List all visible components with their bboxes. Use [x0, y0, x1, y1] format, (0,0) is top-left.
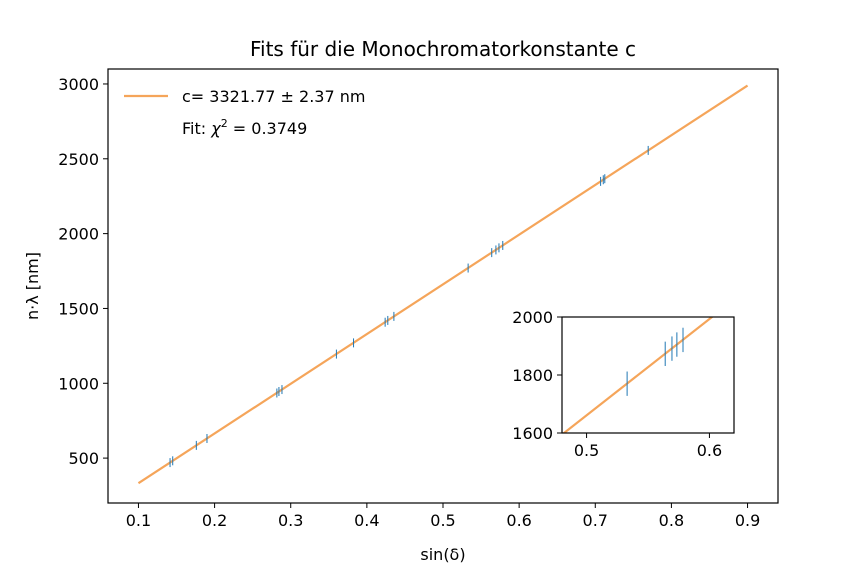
fit-line-group	[137, 84, 749, 485]
y-tick-label: 2500	[58, 150, 99, 169]
inset-fit-line	[562, 317, 714, 433]
x-tick-label: 0.8	[659, 511, 684, 530]
inset-x-tick-label: 0.5	[574, 441, 599, 460]
data-points-group	[169, 145, 649, 468]
y-axis-label: n·λ [nm]	[23, 252, 42, 320]
x-tick-label: 0.9	[735, 511, 760, 530]
inset-axes: 0.5 0.6 1600 1800 2000	[512, 308, 735, 460]
x-tick-label: 0.2	[202, 511, 227, 530]
legend-chi-prefix: Fit:	[182, 119, 211, 138]
legend-fit-label: c= 3321.77 ± 2.37 nm	[182, 87, 365, 106]
y-tick-label: 2000	[58, 225, 99, 244]
x-tick-label: 0.6	[506, 511, 531, 530]
x-axis-label: sin(δ)	[420, 545, 465, 564]
fit-line	[137, 84, 749, 485]
y-ticks: 500 1000 1500 2000 2500 3000	[58, 75, 108, 468]
x-ticks: 0.1 0.2 0.3 0.4 0.5 0.6 0.7 0.8 0.9	[126, 503, 760, 530]
x-tick-label: 0.7	[583, 511, 608, 530]
main-axes: 0.1 0.2 0.3 0.4 0.5 0.6 0.7 0.8 0.9 500 1000 1500 2…	[58, 68, 779, 530]
x-tick-label: 0.4	[354, 511, 379, 530]
x-tick-label: 0.5	[430, 511, 455, 530]
y-tick-label: 1000	[58, 374, 99, 393]
legend-chi-value: = 0.3749	[228, 119, 308, 138]
y-tick-label: 500	[68, 449, 99, 468]
legend: c= 3321.77 ± 2.37 nm Fit: χ2 = 0.3749	[124, 87, 365, 138]
legend-chi-label: Fit: χ2 = 0.3749	[182, 117, 307, 138]
x-tick-label: 0.3	[278, 511, 303, 530]
chart-title: Fits für die Monochromatorkonstante c	[250, 37, 636, 61]
inset-data-points-group	[626, 327, 684, 396]
x-tick-label: 0.1	[126, 511, 151, 530]
legend-chi-exponent: 2	[221, 117, 228, 130]
y-tick-label: 1500	[58, 299, 99, 318]
legend-chi-symbol: χ	[210, 119, 221, 138]
inset-y-ticks: 1600 1800 2000	[512, 308, 562, 443]
inset-background	[562, 317, 734, 433]
inset-x-ticks: 0.5 0.6	[574, 433, 722, 460]
inset-fit-line-group	[562, 317, 714, 433]
inset-y-tick-label: 2000	[512, 308, 553, 327]
y-tick-label: 3000	[58, 75, 99, 94]
inset-x-tick-label: 0.6	[697, 441, 722, 460]
inset-y-tick-label: 1600	[512, 424, 553, 443]
inset-y-tick-label: 1800	[512, 366, 553, 385]
